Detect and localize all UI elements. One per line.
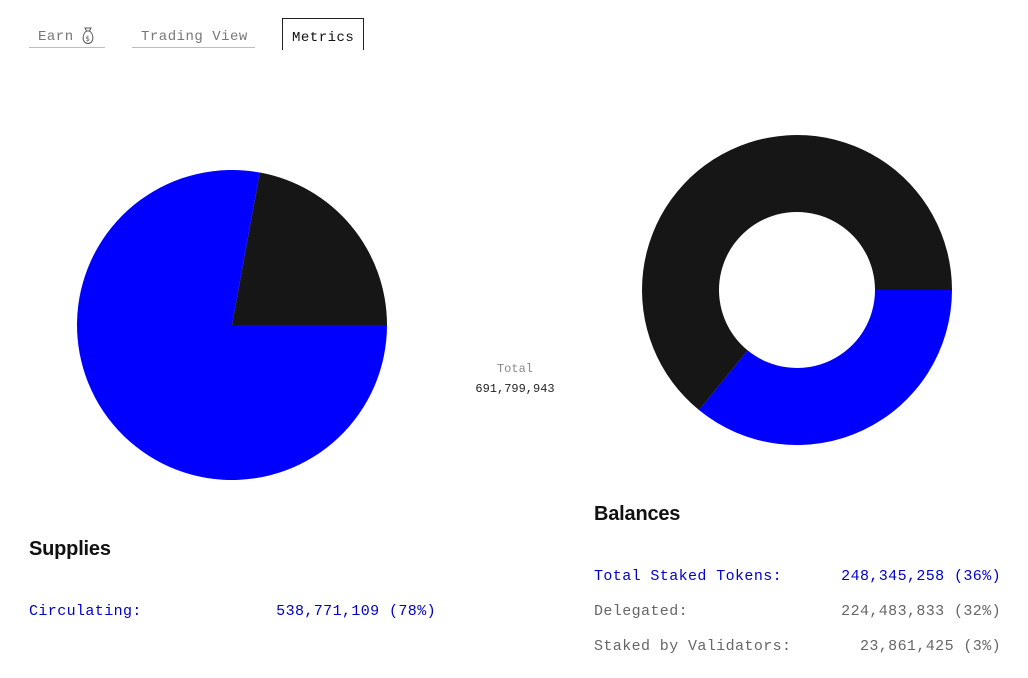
circulating-row: Circulating: 538,771,109 (78%) xyxy=(29,603,436,623)
tab-metrics-label: Metrics xyxy=(292,30,355,46)
total-value: 691,799,943 xyxy=(475,382,555,396)
delegated-row: Delegated: 224,483,833 (32%) xyxy=(594,603,1001,623)
tab-trading-view-label: Trading View xyxy=(141,29,248,45)
total-label: Total xyxy=(496,362,533,376)
delegated-label: Delegated: xyxy=(594,603,689,620)
balances-donut-chart xyxy=(642,134,952,445)
supplies-pie-chart xyxy=(77,170,388,480)
balances-donut-slice-total-staked-tokens xyxy=(698,290,952,445)
delegated-value: 224,483,833 (32%) xyxy=(841,603,1001,620)
balances-title: Balances xyxy=(594,503,681,525)
total-staked-row: Total Staked Tokens: 248,345,258 (36%) xyxy=(594,568,1001,588)
svg-text:$: $ xyxy=(86,35,91,43)
tab-earn[interactable]: Earn $ xyxy=(29,18,105,48)
total-summary: Total 691,799,943 xyxy=(455,359,575,399)
tab-earn-label: Earn xyxy=(38,29,74,45)
circulating-label: Circulating: xyxy=(29,603,142,620)
circulating-value: 538,771,109 (78%) xyxy=(276,603,436,620)
total-staked-label: Total Staked Tokens: xyxy=(594,568,783,585)
supplies-title: Supplies xyxy=(29,538,111,560)
tab-trading-view[interactable]: Trading View xyxy=(132,18,255,48)
staked-by-validators-value: 23,861,425 (3%) xyxy=(859,638,1001,655)
balances-donut-slice-other xyxy=(642,134,952,411)
tab-metrics[interactable]: Metrics xyxy=(282,18,364,50)
money-bag-icon: $ xyxy=(81,27,95,45)
total-staked-value: 248,345,258 (36%) xyxy=(841,568,1001,585)
supplies-pie-slice-other xyxy=(232,172,387,325)
staked-by-validators-label: Staked by Validators: xyxy=(594,638,792,655)
staked-by-validators-row: Staked by Validators: 23,861,425 (3%) xyxy=(594,638,1001,658)
